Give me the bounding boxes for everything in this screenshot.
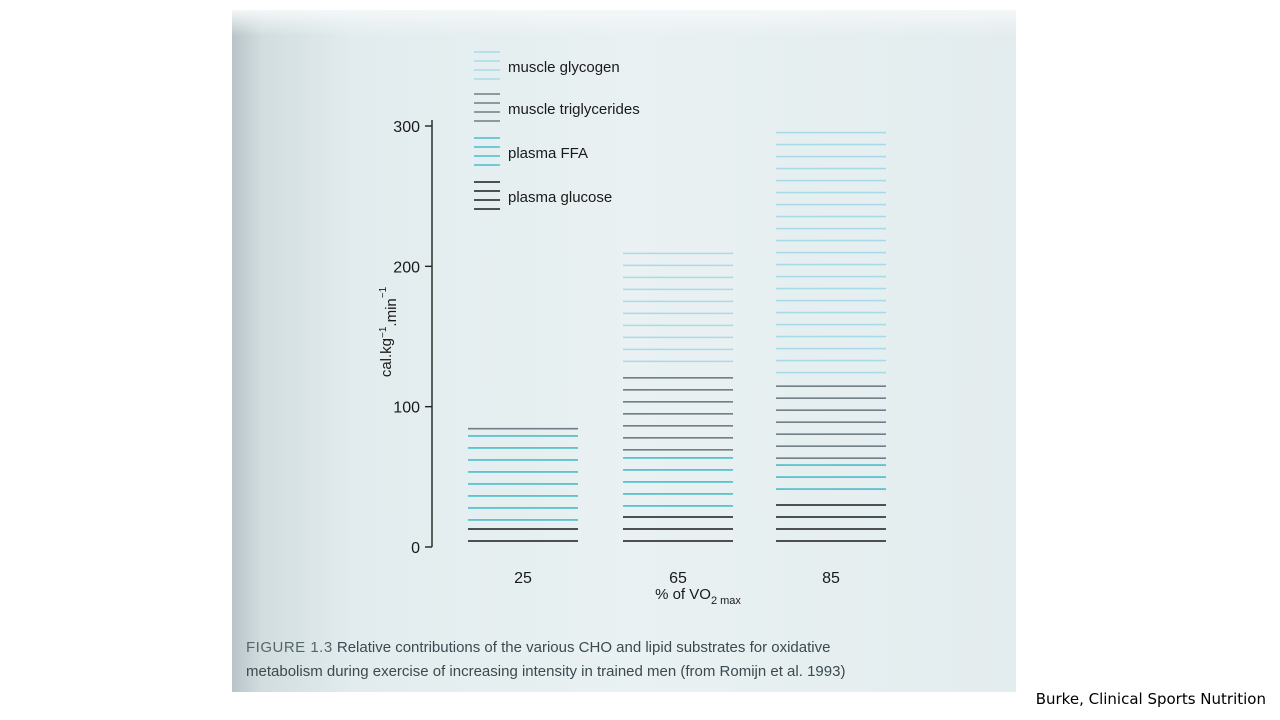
legend-label-muscle-triglycerides: muscle triglycerides	[508, 101, 640, 118]
page-shade	[232, 10, 1016, 36]
y-tick-label-100: 100	[393, 400, 420, 417]
legend-label-plasma-ffa: plasma FFA	[508, 145, 588, 162]
figure-caption-label: FIGURE 1.3	[246, 639, 333, 656]
figure-caption: FIGURE 1.3 Relative contributions of the…	[246, 636, 1006, 684]
source-attribution: Burke, Clinical Sports Nutrition	[1035, 690, 1266, 708]
figure-caption-line1: Relative contributions of the various CH…	[336, 639, 831, 656]
legend-label-muscle-glycogen: muscle glycogen	[508, 59, 620, 76]
x-axis-label: % of VO2 max	[655, 586, 741, 607]
figure-caption-line2: metabolism during exercise of increasing…	[246, 663, 846, 680]
y-axis-label: cal.kg−1.min−1	[378, 286, 400, 377]
y-tick-label-300: 300	[393, 119, 420, 136]
y-tick-label-200: 200	[393, 259, 420, 276]
x-tick-label-25: 25	[514, 570, 532, 587]
figure-photo: 0 100 200 300 cal.kg−1.min−1 25 65 85 % of VO2 m…	[232, 10, 1016, 692]
stacked-bar-chart: 0 100 200 300 cal.kg−1.min−1 25 65 85 % of VO2 m…	[378, 51, 886, 607]
x-tick-label-85: 85	[822, 570, 840, 587]
y-tick-label-0: 0	[411, 540, 420, 557]
x-tick-label-65: 65	[669, 570, 687, 587]
legend-label-plasma-glucose: plasma glucose	[508, 189, 612, 206]
